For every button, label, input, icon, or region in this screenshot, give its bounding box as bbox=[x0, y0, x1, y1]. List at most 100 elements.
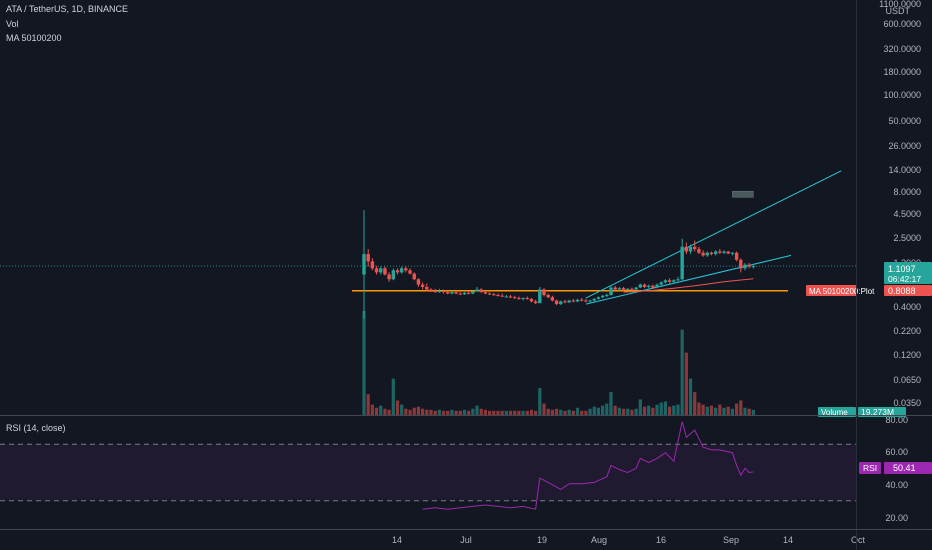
pane-separator[interactable] bbox=[0, 415, 932, 416]
ma-indicator-label[interactable]: MA 50100200 bbox=[6, 33, 62, 43]
candle[interactable] bbox=[471, 290, 475, 295]
candle[interactable] bbox=[521, 297, 525, 301]
candle[interactable] bbox=[575, 298, 580, 303]
candle[interactable] bbox=[483, 290, 488, 295]
candle[interactable] bbox=[688, 244, 693, 255]
candle[interactable] bbox=[546, 293, 550, 299]
candle[interactable] bbox=[374, 265, 379, 275]
candle[interactable] bbox=[554, 299, 559, 306]
candle[interactable] bbox=[571, 298, 576, 303]
candle[interactable] bbox=[517, 296, 521, 300]
volume-name-badge[interactable] bbox=[818, 407, 856, 417]
candle[interactable] bbox=[642, 283, 647, 289]
candle[interactable] bbox=[433, 288, 437, 293]
candle[interactable] bbox=[743, 263, 747, 271]
candle[interactable] bbox=[479, 288, 483, 293]
candle[interactable] bbox=[693, 240, 697, 252]
candle[interactable] bbox=[676, 276, 680, 282]
candle[interactable] bbox=[751, 263, 756, 269]
candle[interactable] bbox=[684, 242, 689, 255]
candle[interactable] bbox=[680, 238, 684, 281]
candle[interactable] bbox=[634, 286, 638, 291]
candle[interactable] bbox=[391, 268, 396, 281]
ma-name-badge[interactable] bbox=[806, 285, 857, 296]
candle[interactable] bbox=[412, 272, 416, 281]
rsi-indicator-label[interactable]: RSI (14, close) bbox=[6, 423, 66, 433]
ma-value-badge[interactable] bbox=[884, 285, 932, 296]
volume-value-badge[interactable] bbox=[858, 407, 906, 417]
candle[interactable] bbox=[655, 283, 659, 289]
candle[interactable] bbox=[709, 251, 714, 256]
candle[interactable] bbox=[437, 288, 442, 293]
candle[interactable] bbox=[508, 294, 513, 299]
candle[interactable] bbox=[600, 294, 605, 299]
candle[interactable] bbox=[718, 249, 722, 255]
rsi-legend[interactable]: RSI (14, close) bbox=[6, 423, 66, 433]
candle[interactable] bbox=[630, 287, 634, 291]
candle[interactable] bbox=[617, 286, 622, 291]
candle[interactable] bbox=[416, 278, 421, 287]
candle[interactable] bbox=[563, 299, 567, 304]
candle[interactable] bbox=[550, 295, 555, 302]
candle[interactable] bbox=[579, 298, 584, 302]
candle[interactable] bbox=[567, 299, 571, 304]
candle[interactable] bbox=[533, 299, 538, 305]
candle[interactable] bbox=[366, 249, 370, 267]
candle[interactable] bbox=[446, 290, 450, 295]
candle[interactable] bbox=[596, 296, 601, 300]
candle[interactable] bbox=[722, 250, 726, 255]
candle[interactable] bbox=[404, 266, 408, 273]
candle[interactable] bbox=[646, 284, 651, 289]
current-price-badge[interactable] bbox=[884, 262, 932, 284]
rsi-value-badge[interactable] bbox=[884, 462, 932, 474]
symbol-legend[interactable]: ATA / TetherUS, 1D, BINANCE bbox=[6, 4, 128, 14]
candle[interactable] bbox=[500, 293, 504, 297]
candle[interactable] bbox=[538, 286, 542, 304]
candle[interactable] bbox=[420, 282, 425, 290]
rsi-axis[interactable]: 80.00 60.00 40.00 20.00 bbox=[885, 415, 908, 523]
candle[interactable] bbox=[638, 283, 643, 289]
volume-indicator-label[interactable]: Vol bbox=[6, 19, 19, 29]
candle[interactable] bbox=[697, 246, 701, 255]
candle[interactable] bbox=[701, 250, 705, 257]
candle[interactable] bbox=[621, 286, 626, 291]
candle[interactable] bbox=[475, 286, 479, 293]
candle[interactable] bbox=[609, 285, 613, 296]
candle[interactable] bbox=[387, 272, 391, 282]
candle[interactable] bbox=[705, 251, 709, 257]
candle[interactable] bbox=[441, 289, 446, 294]
candle[interactable] bbox=[362, 210, 366, 319]
candle[interactable] bbox=[734, 251, 739, 262]
candle[interactable] bbox=[605, 293, 609, 298]
candle[interactable] bbox=[395, 268, 400, 275]
candle[interactable] bbox=[529, 298, 534, 303]
candle[interactable] bbox=[454, 290, 458, 295]
ma-line[interactable] bbox=[623, 278, 754, 293]
candle[interactable] bbox=[559, 300, 563, 306]
candle[interactable] bbox=[713, 250, 718, 256]
candle[interactable] bbox=[492, 292, 496, 296]
symbol-title[interactable]: ATA / TetherUS, 1D, BINANCE bbox=[6, 4, 129, 14]
candle[interactable] bbox=[504, 294, 509, 298]
candle[interactable] bbox=[651, 284, 655, 289]
upper-trendline[interactable] bbox=[585, 170, 842, 299]
candle[interactable] bbox=[672, 279, 676, 283]
candle[interactable] bbox=[730, 251, 735, 256]
candle[interactable] bbox=[513, 295, 517, 299]
candle[interactable] bbox=[399, 266, 404, 274]
candle[interactable] bbox=[613, 285, 617, 291]
candle[interactable] bbox=[458, 292, 462, 295]
candle[interactable] bbox=[739, 258, 743, 273]
candle[interactable] bbox=[525, 296, 529, 300]
candle[interactable] bbox=[496, 293, 500, 297]
candle[interactable] bbox=[659, 281, 663, 286]
candle[interactable] bbox=[726, 250, 730, 255]
candle[interactable] bbox=[626, 288, 630, 291]
candle[interactable] bbox=[408, 268, 412, 275]
rsi-name-badge[interactable] bbox=[859, 462, 881, 474]
candle[interactable] bbox=[747, 263, 751, 269]
candle[interactable] bbox=[584, 298, 588, 303]
candle[interactable] bbox=[425, 283, 429, 291]
